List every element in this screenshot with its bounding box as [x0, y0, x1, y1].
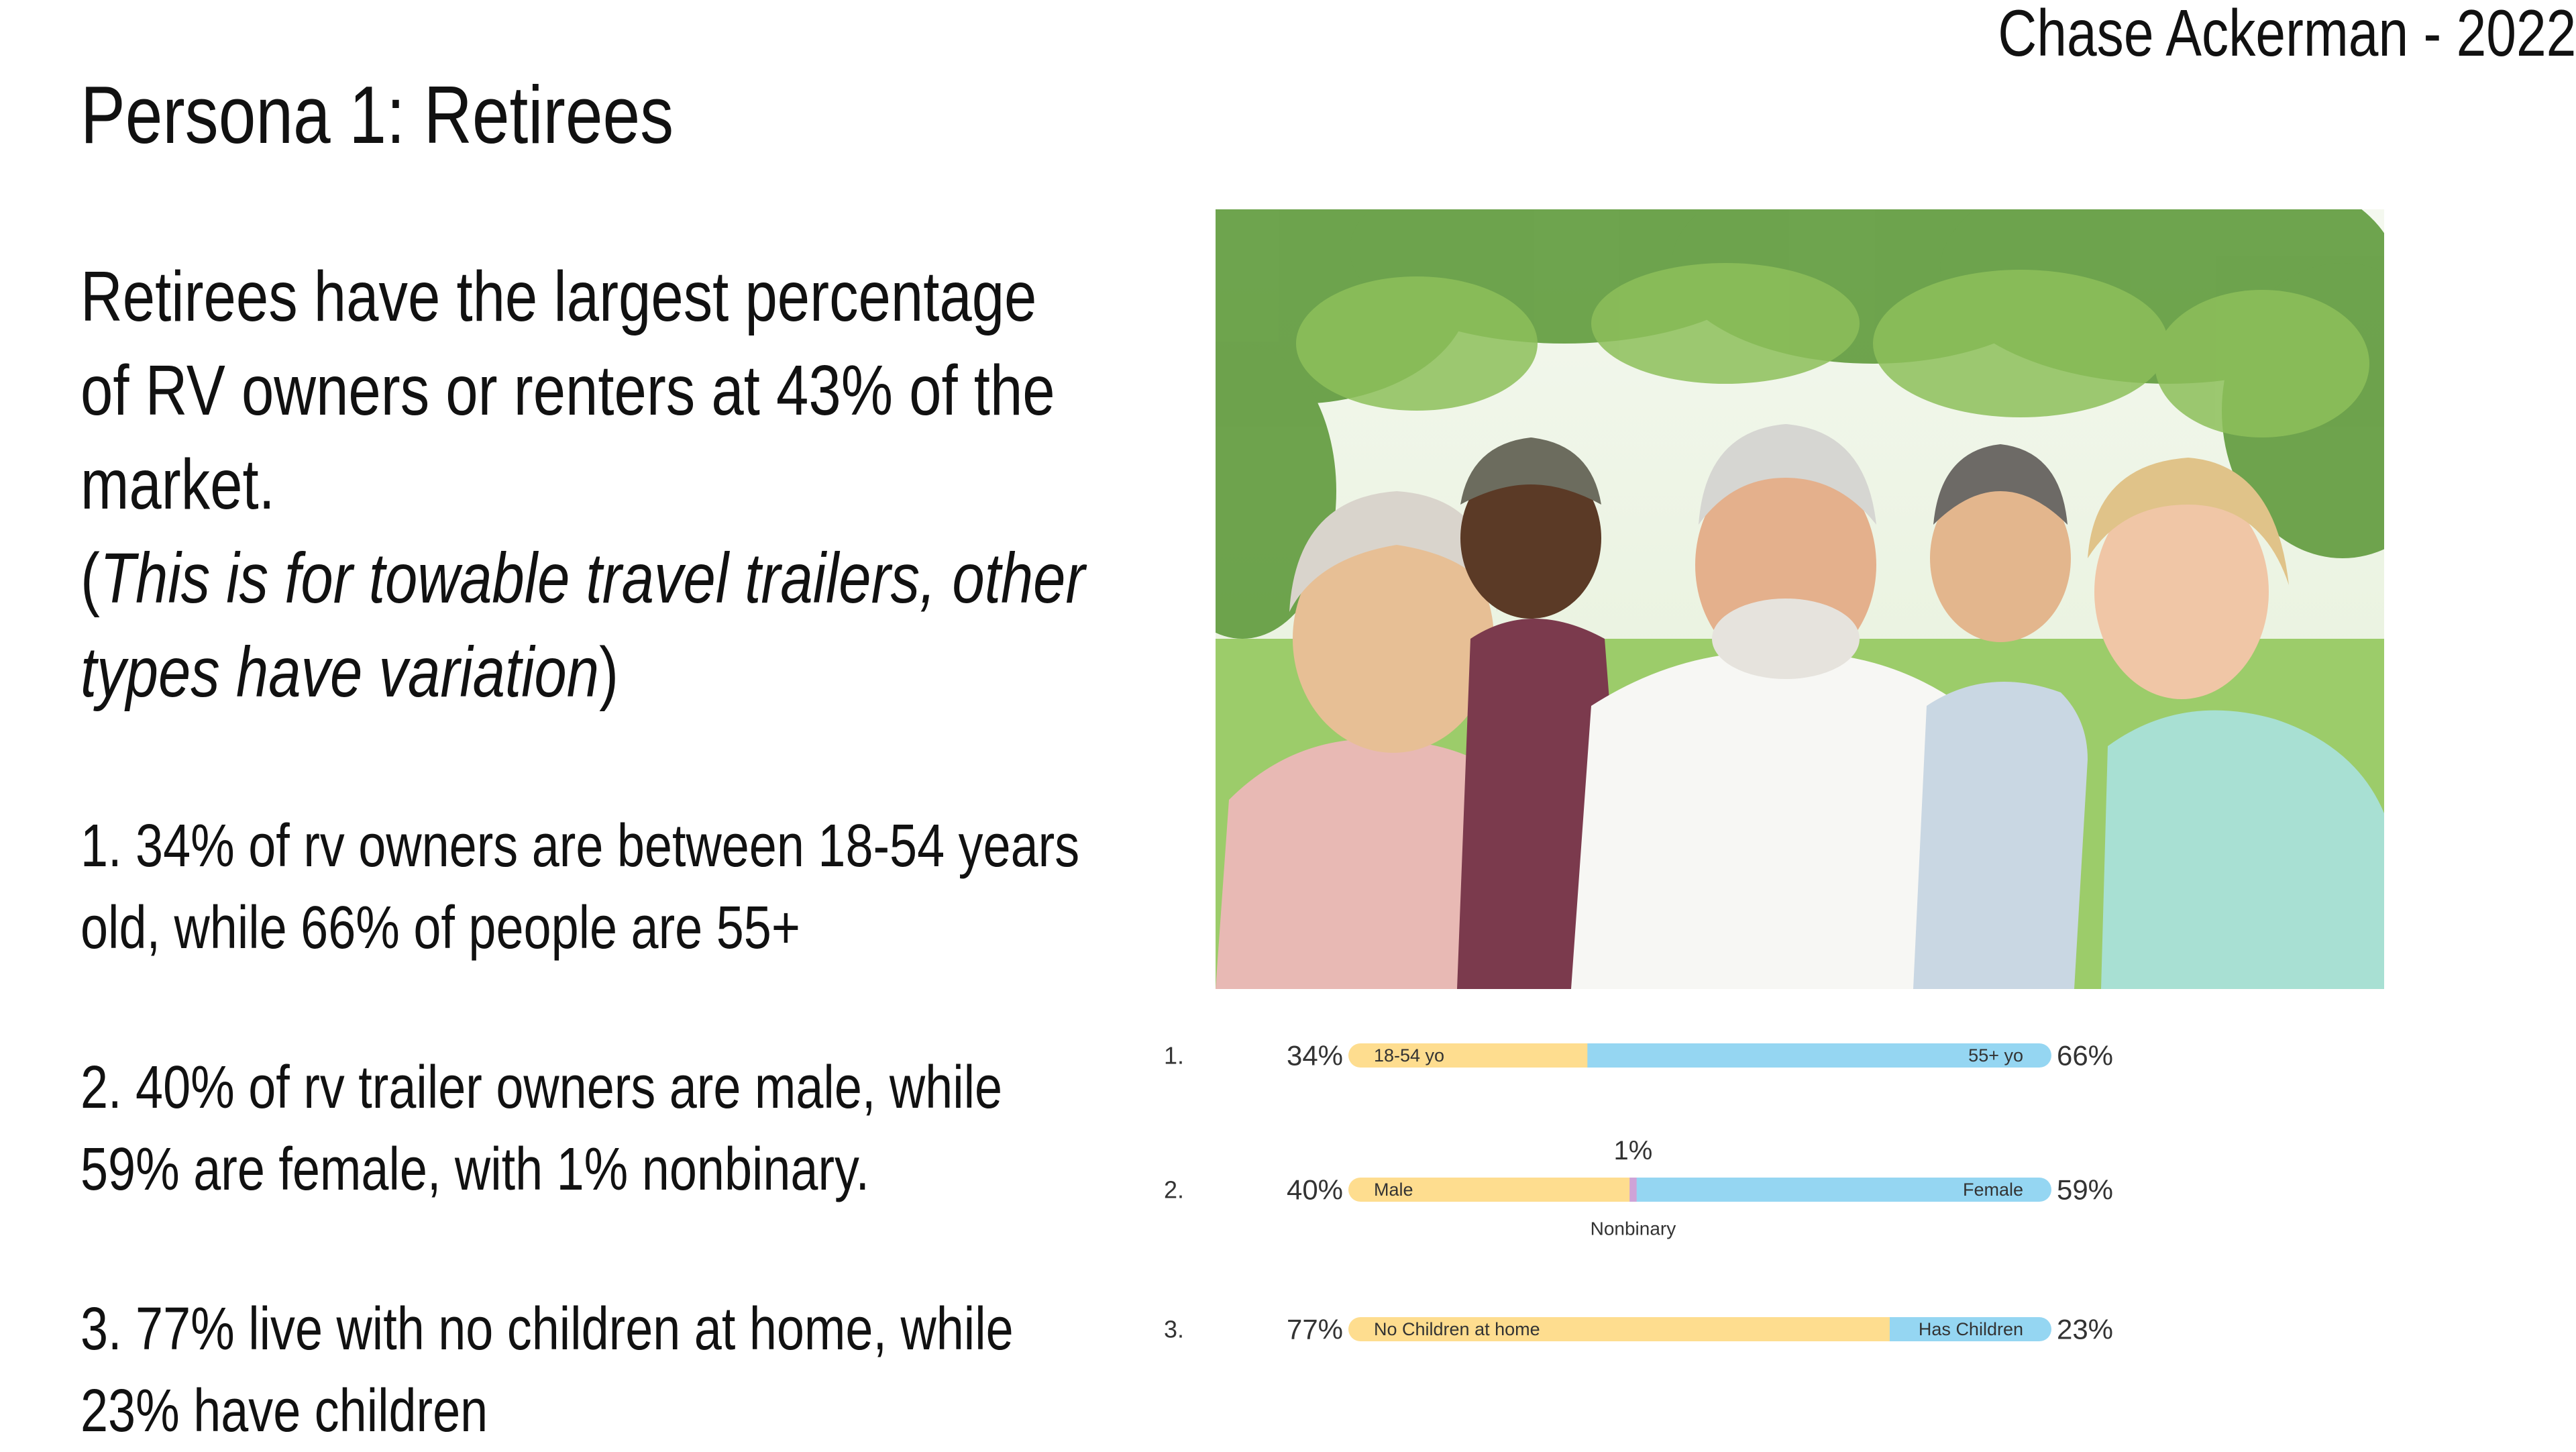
row-index: 1. [1164, 1042, 1184, 1070]
stacked-bar [1348, 1317, 2051, 1341]
intro-note-italic: This is for towable travel trailers, oth… [99, 539, 1085, 618]
right-percent-label: 23% [2057, 1314, 2113, 1345]
stat-line: 2. 40% of rv trailer owners are male, wh… [80, 1054, 1003, 1121]
row-index: 3. [1164, 1316, 1184, 1343]
bar-segment [1629, 1178, 1638, 1202]
stat-age: 1. 34% of rv owners are between 18-54 ye… [80, 805, 1079, 969]
paren-close: ) [599, 633, 619, 712]
segment-label: 18-54 yo [1374, 1045, 1444, 1066]
demographics-chart: 1. 34% 66% 18-54 yo 55+ yo 2. 40% 59% Male 1% Nonb… [1164, 1040, 2113, 1345]
stat-line: 1. 34% of rv owners are between 18-54 ye… [80, 813, 1080, 880]
right-percent-label: 59% [2057, 1174, 2113, 1206]
left-percent-label: 40% [1287, 1174, 1343, 1206]
bar-segment [1889, 1317, 2051, 1341]
segment-label: Has Children [1919, 1319, 2023, 1339]
right-percent-label: 66% [2057, 1040, 2113, 1072]
row-index: 2. [1164, 1176, 1184, 1204]
bar-segment [1636, 1178, 2051, 1202]
intro-note-line: (This is for towable travel trailers, ot… [80, 531, 1085, 625]
bar-segment [1348, 1178, 1630, 1202]
author-credit: Chase Ackerman - 2022 [1997, 0, 2576, 70]
stat-line: old, while 66% of people are 55+ [80, 894, 800, 962]
bar-segment [1348, 1317, 1890, 1341]
paren-open: ( [80, 539, 100, 618]
left-percent-label: 34% [1287, 1040, 1343, 1072]
left-percent-label: 77% [1287, 1314, 1343, 1345]
segment-below-label: Nonbinary [1591, 1218, 1676, 1239]
bar-segment [1348, 1043, 1588, 1068]
intro-note-italic: types have variation [80, 633, 600, 712]
stat-line: 3. 77% live with no children at home, wh… [80, 1296, 1014, 1363]
intro-line: market. [80, 445, 275, 524]
segment-label: Female [1963, 1180, 2023, 1200]
stacked-bar [1348, 1043, 2051, 1068]
stat-line: 23% have children [80, 1378, 488, 1445]
segment-above-label: 1% [1614, 1136, 1653, 1165]
bar-segment [1587, 1043, 2051, 1068]
stat-children: 3. 77% live with no children at home, wh… [80, 1288, 1014, 1452]
segment-label: No Children at home [1374, 1319, 1540, 1339]
segment-label: 55+ yo [1968, 1045, 2023, 1066]
intro-note-line: types have variation) [80, 625, 1085, 719]
retirees-photo [1216, 209, 2384, 989]
page-title: Persona 1: Retirees [80, 69, 674, 160]
intro-line: of RV owners or renters at 43% of the [80, 351, 1055, 430]
intro-line: Retirees have the largest percentage [80, 257, 1037, 336]
intro-paragraph: Retirees have the largest percentage of … [80, 250, 1085, 719]
stat-gender: 2. 40% of rv trailer owners are male, wh… [80, 1047, 1002, 1210]
stacked-bar [1348, 1178, 2051, 1202]
stat-line: 59% are female, with 1% nonbinary. [80, 1136, 869, 1203]
segment-label: Male [1374, 1180, 1413, 1200]
